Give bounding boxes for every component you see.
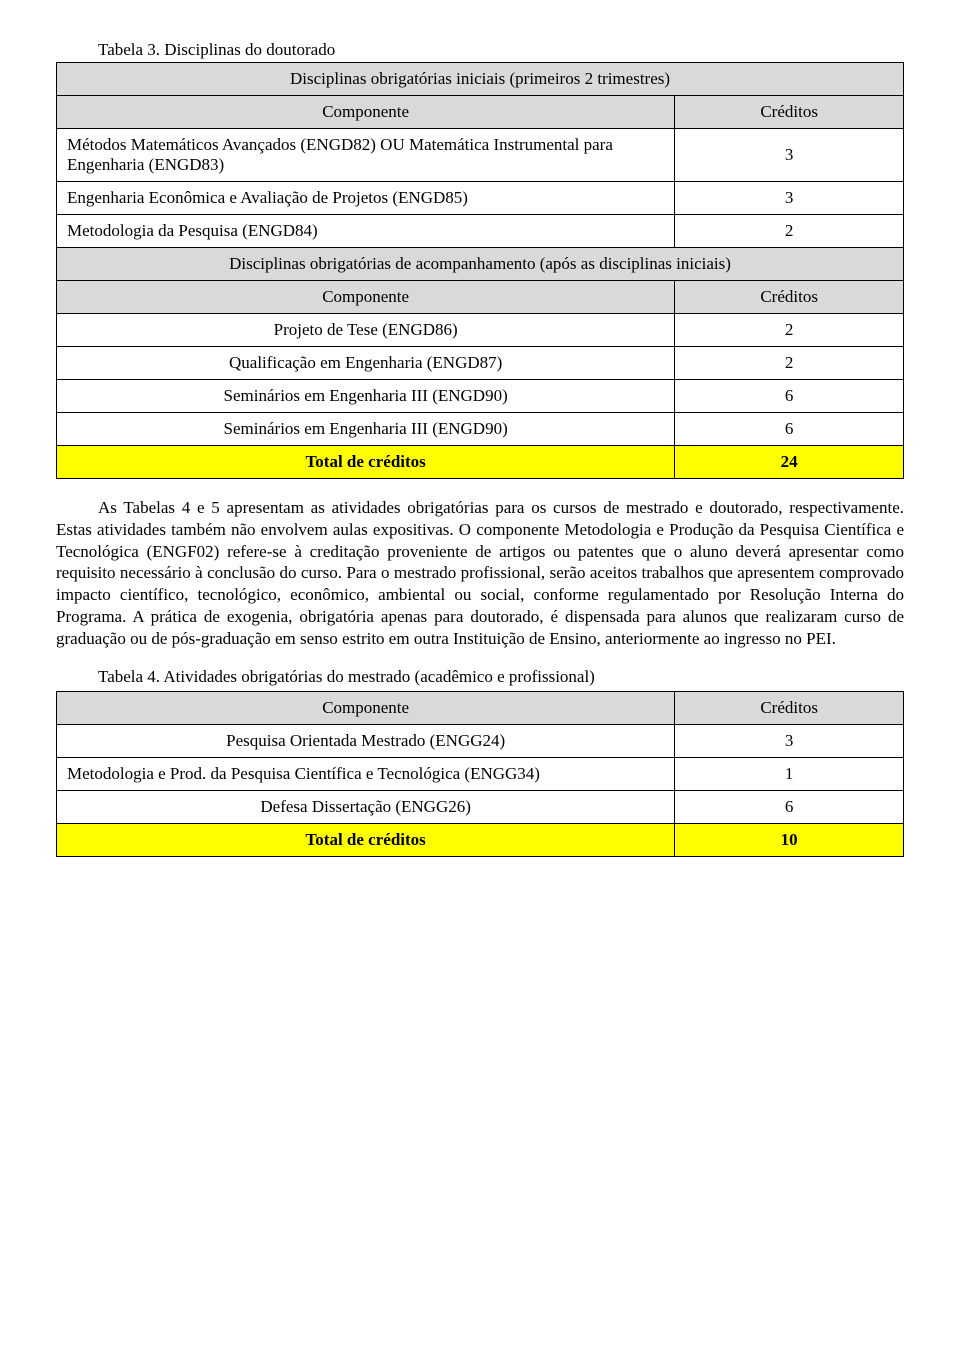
table4-caption: Tabela 4. Atividades obrigatórias do mes… bbox=[98, 667, 904, 687]
table3-col-cred: Créditos bbox=[675, 96, 904, 129]
cell-cred: 1 bbox=[675, 758, 904, 791]
table-row: Qualificação em Engenharia (ENGD87) 2 bbox=[57, 347, 904, 380]
cell-comp: Defesa Dissertação (ENGG26) bbox=[57, 791, 675, 824]
cell-comp: Seminários em Engenharia III (ENGD90) bbox=[57, 380, 675, 413]
cell-comp: Métodos Matemáticos Avançados (ENGD82) O… bbox=[57, 129, 675, 182]
cell-comp: Projeto de Tese (ENGD86) bbox=[57, 314, 675, 347]
cell-comp: Metodologia e Prod. da Pesquisa Científi… bbox=[57, 758, 675, 791]
table4-col-comp: Componente bbox=[57, 692, 675, 725]
body-paragraph: As Tabelas 4 e 5 apresentam as atividade… bbox=[56, 497, 904, 649]
cell-cred: 6 bbox=[675, 413, 904, 446]
cell-cred: 3 bbox=[675, 725, 904, 758]
table3-col-comp-2: Componente bbox=[57, 281, 675, 314]
table3-caption: Tabela 3. Disciplinas do doutorado bbox=[98, 40, 904, 60]
table3: Disciplinas obrigatórias iniciais (prime… bbox=[56, 62, 904, 479]
total-value: 10 bbox=[675, 824, 904, 857]
cell-comp: Qualificação em Engenharia (ENGD87) bbox=[57, 347, 675, 380]
cell-cred: 2 bbox=[675, 347, 904, 380]
table3-col-comp: Componente bbox=[57, 96, 675, 129]
table-row: Projeto de Tese (ENGD86) 2 bbox=[57, 314, 904, 347]
table-row: Pesquisa Orientada Mestrado (ENGG24) 3 bbox=[57, 725, 904, 758]
table-row: Metodologia da Pesquisa (ENGD84) 2 bbox=[57, 215, 904, 248]
table-row: Engenharia Econômica e Avaliação de Proj… bbox=[57, 182, 904, 215]
total-value: 24 bbox=[675, 446, 904, 479]
table-row: Metodologia e Prod. da Pesquisa Científi… bbox=[57, 758, 904, 791]
table-row: Métodos Matemáticos Avançados (ENGD82) O… bbox=[57, 129, 904, 182]
total-label: Total de créditos bbox=[57, 824, 675, 857]
table4: Componente Créditos Pesquisa Orientada M… bbox=[56, 691, 904, 857]
table4-col-cred: Créditos bbox=[675, 692, 904, 725]
cell-comp: Pesquisa Orientada Mestrado (ENGG24) bbox=[57, 725, 675, 758]
cell-cred: 6 bbox=[675, 380, 904, 413]
cell-cred: 3 bbox=[675, 182, 904, 215]
table3-col-cred-2: Créditos bbox=[675, 281, 904, 314]
table3-section1: Disciplinas obrigatórias iniciais (prime… bbox=[57, 63, 904, 96]
total-label: Total de créditos bbox=[57, 446, 675, 479]
table-row: Seminários em Engenharia III (ENGD90) 6 bbox=[57, 380, 904, 413]
table-row: Defesa Dissertação (ENGG26) 6 bbox=[57, 791, 904, 824]
table3-total-row: Total de créditos 24 bbox=[57, 446, 904, 479]
cell-cred: 2 bbox=[675, 314, 904, 347]
cell-cred: 6 bbox=[675, 791, 904, 824]
cell-comp: Seminários em Engenharia III (ENGD90) bbox=[57, 413, 675, 446]
table3-section2: Disciplinas obrigatórias de acompanhamen… bbox=[57, 248, 904, 281]
cell-cred: 2 bbox=[675, 215, 904, 248]
cell-cred: 3 bbox=[675, 129, 904, 182]
table-row: Seminários em Engenharia III (ENGD90) 6 bbox=[57, 413, 904, 446]
table4-total-row: Total de créditos 10 bbox=[57, 824, 904, 857]
cell-comp: Metodologia da Pesquisa (ENGD84) bbox=[57, 215, 675, 248]
cell-comp: Engenharia Econômica e Avaliação de Proj… bbox=[57, 182, 675, 215]
